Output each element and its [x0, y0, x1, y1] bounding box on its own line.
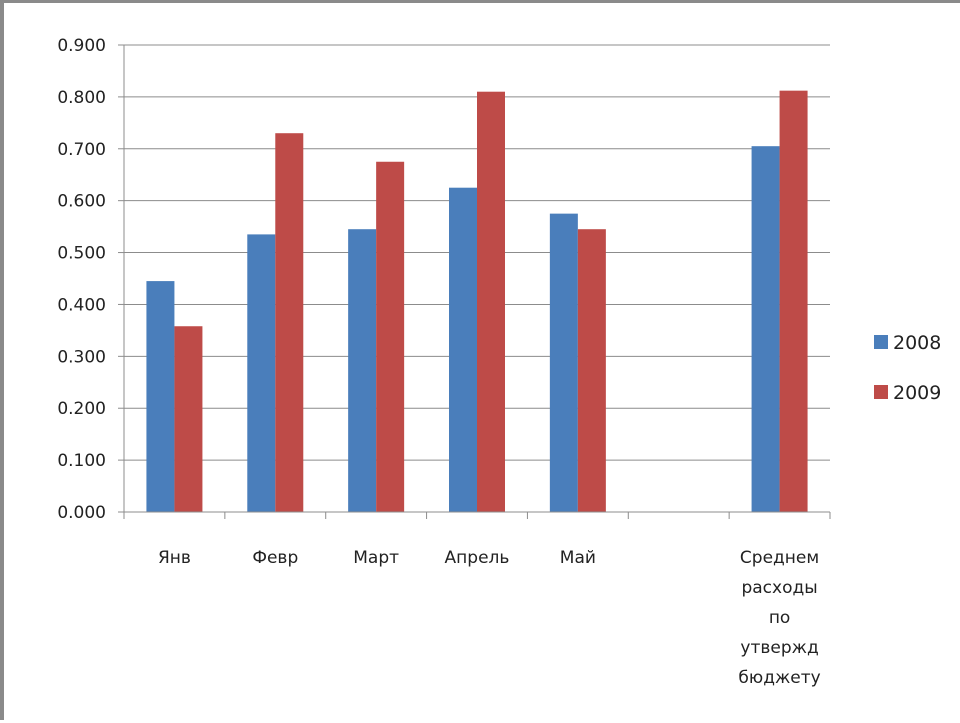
- bar-2009: [779, 90, 808, 512]
- axes: [123, 45, 831, 519]
- bar-2009: [174, 326, 203, 512]
- bar-2009: [577, 229, 606, 512]
- category-label: Февр: [252, 548, 298, 568]
- y-tick-label: 0.100: [57, 451, 106, 471]
- bar-2009: [376, 161, 405, 512]
- bar-2008: [751, 146, 780, 512]
- category-label: бюджету: [738, 668, 820, 688]
- bar-2008: [449, 187, 477, 512]
- legend-label: 2009: [893, 382, 941, 404]
- y-tick-label: 0.700: [57, 140, 106, 160]
- y-tick-label: 0.400: [57, 295, 106, 315]
- y-tick-label: 0.000: [57, 503, 106, 523]
- bar-2008: [549, 213, 578, 512]
- legend-swatch-2008: [874, 335, 888, 349]
- y-tick-label: 0.800: [57, 88, 106, 108]
- category-label: Среднем: [740, 548, 819, 568]
- category-label: Май: [560, 548, 596, 568]
- bar-2009: [477, 91, 505, 512]
- bar-chart: 0.000 0.100 0.200 0.300 0.400 0.500 0.600 0.700…: [57, 36, 941, 688]
- y-tick-label: 0.500: [57, 244, 106, 264]
- category-label: Март: [353, 548, 399, 568]
- y-tick-label: 0.600: [57, 192, 106, 212]
- category-label: Янв: [158, 548, 191, 568]
- category-label: по: [769, 608, 791, 628]
- y-tick-labels: 0.000 0.100 0.200 0.300 0.400 0.500 0.600 0.700…: [57, 36, 106, 523]
- bar-2009: [275, 133, 304, 512]
- category-label: утвержд: [740, 638, 818, 658]
- legend: 2008 2009: [874, 332, 941, 404]
- y-tick-label: 0.300: [57, 347, 106, 367]
- bar-2008: [247, 234, 276, 512]
- legend-label: 2008: [893, 332, 941, 354]
- bars: [146, 90, 808, 512]
- category-labels: Янв Февр Март Апрель Май Среднем расходы по утве…: [158, 548, 821, 688]
- legend-swatch-2009: [874, 385, 888, 399]
- category-label: расходы: [741, 578, 817, 598]
- bar-2008: [348, 229, 377, 512]
- y-tick-label: 0.200: [57, 399, 106, 419]
- y-tick-label: 0.900: [57, 36, 106, 56]
- category-label: Апрель: [445, 548, 510, 568]
- bar-2008: [146, 281, 175, 512]
